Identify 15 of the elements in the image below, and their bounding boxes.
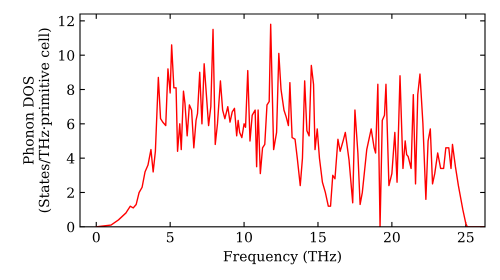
y-tick-label: 6 (67, 118, 74, 130)
x-tick-label: 25 (458, 232, 474, 242)
x-tick-label: 5 (166, 232, 174, 242)
x-tick-label: 0 (92, 232, 100, 242)
x-tick-label: 20 (384, 232, 400, 242)
y-tick-label: 10 (59, 50, 74, 61)
y-axis-title: Phonon DOS (States/THz·primitive cell) (22, 28, 52, 212)
y-tick-label: 12 (59, 16, 74, 26)
y-tick-label: 8 (67, 84, 74, 95)
x-tick-label: 10 (236, 232, 252, 242)
y-tick-label: 2 (67, 187, 74, 198)
x-tick-label: 15 (310, 232, 326, 242)
y-tick-label: 0 (67, 222, 74, 232)
y-tick-label: 4 (66, 153, 74, 164)
x-axis-title: Frequency (THz) (224, 250, 341, 264)
